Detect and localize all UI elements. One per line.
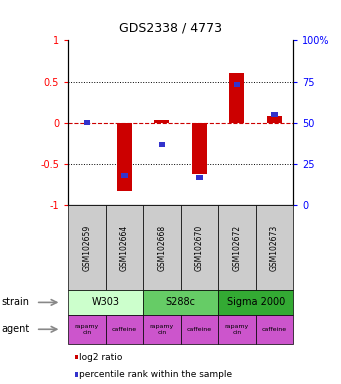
Bar xyxy=(229,73,244,123)
Bar xyxy=(234,83,240,88)
Text: GSM102672: GSM102672 xyxy=(233,225,241,271)
Bar xyxy=(192,123,207,174)
Text: S288c: S288c xyxy=(166,297,196,308)
Text: rapamy
cin: rapamy cin xyxy=(75,324,99,335)
Bar xyxy=(159,142,165,147)
Bar xyxy=(117,123,132,190)
Text: GSM102668: GSM102668 xyxy=(158,225,166,271)
Text: GDS2338 / 4773: GDS2338 / 4773 xyxy=(119,22,222,35)
Text: agent: agent xyxy=(2,324,30,334)
Text: caffeine: caffeine xyxy=(262,327,287,332)
Text: log2 ratio: log2 ratio xyxy=(79,353,122,362)
Text: GSM102673: GSM102673 xyxy=(270,225,279,271)
Bar xyxy=(267,116,282,123)
Text: rapamy
cin: rapamy cin xyxy=(225,324,249,335)
Text: Sigma 2000: Sigma 2000 xyxy=(227,297,285,308)
Bar xyxy=(84,121,90,125)
Bar xyxy=(196,175,203,180)
Text: GSM102659: GSM102659 xyxy=(83,225,91,271)
Text: caffeine: caffeine xyxy=(187,327,212,332)
Text: caffeine: caffeine xyxy=(112,327,137,332)
Bar xyxy=(271,112,278,117)
Bar xyxy=(154,119,169,123)
Text: GSM102664: GSM102664 xyxy=(120,225,129,271)
Text: rapamy
cin: rapamy cin xyxy=(150,324,174,335)
Text: GSM102670: GSM102670 xyxy=(195,225,204,271)
Text: percentile rank within the sample: percentile rank within the sample xyxy=(79,370,232,379)
Text: W303: W303 xyxy=(92,297,120,308)
Text: strain: strain xyxy=(2,297,30,308)
Bar xyxy=(121,173,128,178)
